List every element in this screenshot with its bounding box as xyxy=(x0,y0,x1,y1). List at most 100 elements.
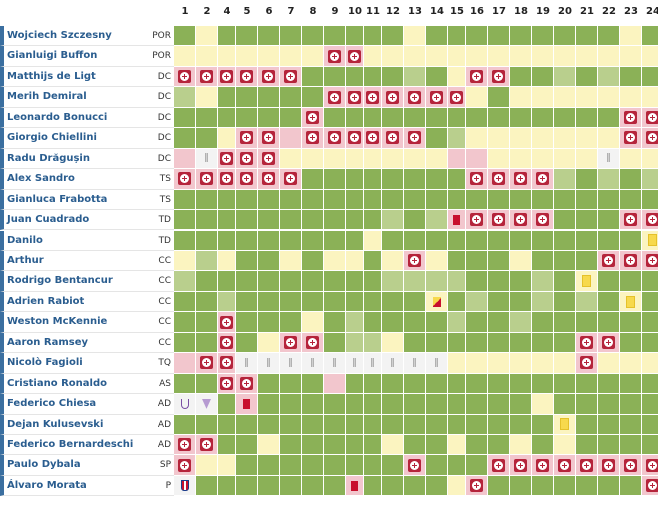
player-name-link[interactable]: Leonardo Bonucci xyxy=(7,111,108,123)
matchday-cell xyxy=(196,107,218,129)
matchday-cell xyxy=(280,332,302,354)
matchday-cell xyxy=(346,312,364,333)
player-name-link[interactable]: Aaron Ramsey xyxy=(7,336,89,348)
matchday-cell xyxy=(426,66,448,88)
matchday-cell xyxy=(302,148,324,170)
matchday-cell xyxy=(510,148,532,170)
player-name-link[interactable]: Alex Sandro xyxy=(7,173,75,185)
matchday-cell xyxy=(236,373,258,395)
matchday-cell xyxy=(364,250,382,272)
matchday-cell xyxy=(324,435,346,456)
matchday-cell xyxy=(532,312,554,333)
player-position: AS xyxy=(159,378,171,389)
suspension-icon: ‖ xyxy=(370,357,375,368)
player-name-link[interactable]: Cristiano Ronaldo xyxy=(7,377,107,389)
matchday-cell xyxy=(576,271,598,292)
matchday-cell xyxy=(364,148,382,170)
matchday-cell xyxy=(324,455,346,476)
matchday-cell xyxy=(218,128,236,149)
matchday-cell xyxy=(510,210,532,231)
matchday-cell xyxy=(404,271,426,292)
matchday-cell xyxy=(510,169,532,190)
player-position: AD xyxy=(157,419,171,430)
player-name-link[interactable]: Wojciech Szczesny xyxy=(7,30,112,41)
player-row-label: Juan Cuadrado TD xyxy=(0,210,174,231)
matchday-cell: ‖ xyxy=(280,353,302,374)
player-name-link[interactable]: Adrien Rabiot xyxy=(7,295,85,307)
matchday-cell xyxy=(218,475,236,497)
matchday-cell xyxy=(364,107,382,129)
matchday-cell xyxy=(426,107,448,129)
player-name-link[interactable]: Matthijs de Ligt xyxy=(7,70,96,82)
matchday-cell xyxy=(426,435,448,456)
matchday-cell xyxy=(258,271,280,292)
matchday-cell xyxy=(448,169,466,190)
matchday-cell xyxy=(576,394,598,415)
matchday-cell xyxy=(218,46,236,67)
player-name-link[interactable]: Merih Demiral xyxy=(7,91,87,103)
player-name-link[interactable]: Nicolò Fagioli xyxy=(7,357,83,369)
matchday-cell xyxy=(404,312,426,333)
player-name-link[interactable]: Weston McKennie xyxy=(7,316,108,328)
matchday-cell xyxy=(466,66,488,88)
matchday-cell xyxy=(196,312,218,333)
matchday-cell xyxy=(426,475,448,497)
player-name-link[interactable]: Paulo Dybala xyxy=(7,459,81,471)
injury-icon xyxy=(514,213,527,227)
matchday-cell xyxy=(364,271,382,292)
matchday-cell xyxy=(576,46,598,67)
matchday-cell xyxy=(466,46,488,67)
matchday-cell: ‖ xyxy=(196,148,218,170)
matchday-cell xyxy=(466,353,488,374)
matchday-cell xyxy=(174,230,196,251)
matchday-cell xyxy=(404,107,426,129)
matchday-cell xyxy=(324,87,346,108)
player-name-link[interactable]: Radu Drăgușin xyxy=(7,152,90,164)
injury-icon xyxy=(200,70,213,84)
matchday-cell xyxy=(404,373,426,395)
injury-icon xyxy=(536,213,549,227)
matchday-cell xyxy=(218,87,236,108)
injury-icon xyxy=(348,49,361,63)
player-name-link[interactable]: Arthur xyxy=(7,254,44,266)
matchday-cell xyxy=(620,332,642,354)
matchday-cell xyxy=(576,128,598,149)
injury-icon xyxy=(240,376,253,390)
player-name-link[interactable]: Gianluca Frabotta xyxy=(7,193,108,205)
matchday-cell xyxy=(642,414,658,435)
matchday-cell xyxy=(554,250,576,272)
matchday-cell xyxy=(324,189,346,211)
matchday-cell xyxy=(258,332,280,354)
matchday-cell xyxy=(404,169,426,190)
player-position: TQ xyxy=(158,358,171,369)
matchday-cell xyxy=(620,46,642,67)
matchday-cell xyxy=(554,210,576,231)
player-name-link[interactable]: Federico Chiesa xyxy=(7,398,97,410)
matchday-cell xyxy=(466,271,488,292)
player-name-link[interactable]: Federico Bernardeschi xyxy=(7,439,134,450)
matchday-cell xyxy=(258,26,280,47)
player-name-link[interactable]: Álvaro Morata xyxy=(7,479,87,491)
player-name-link[interactable]: Gianluigi Buffon xyxy=(7,50,98,62)
player-position: AD xyxy=(157,440,171,450)
matchday-cell xyxy=(218,455,236,476)
matchday-cell xyxy=(620,414,642,435)
matchday-cell xyxy=(532,169,554,190)
matchday-cell xyxy=(532,107,554,129)
matchday-cell xyxy=(532,271,554,292)
player-name-link[interactable]: Juan Cuadrado xyxy=(7,214,90,226)
yellow-card-icon xyxy=(626,295,635,308)
matchday-cell xyxy=(196,332,218,354)
player-name-link[interactable]: Dejan Kulusevski xyxy=(7,418,104,430)
matchday-cell xyxy=(620,475,642,497)
player-position: CC xyxy=(158,337,171,348)
injury-icon xyxy=(386,131,399,145)
matchday-header: 13 xyxy=(408,6,422,17)
player-name-link[interactable]: Rodrigo Bentancur xyxy=(7,275,113,287)
player-name-link[interactable]: Danilo xyxy=(7,234,43,246)
matchday-cell xyxy=(466,475,488,497)
matchday-cell xyxy=(174,210,196,231)
injury-icon xyxy=(386,90,399,104)
player-name-link[interactable]: Giorgio Chiellini xyxy=(7,132,97,144)
matchday-cell xyxy=(280,107,302,129)
